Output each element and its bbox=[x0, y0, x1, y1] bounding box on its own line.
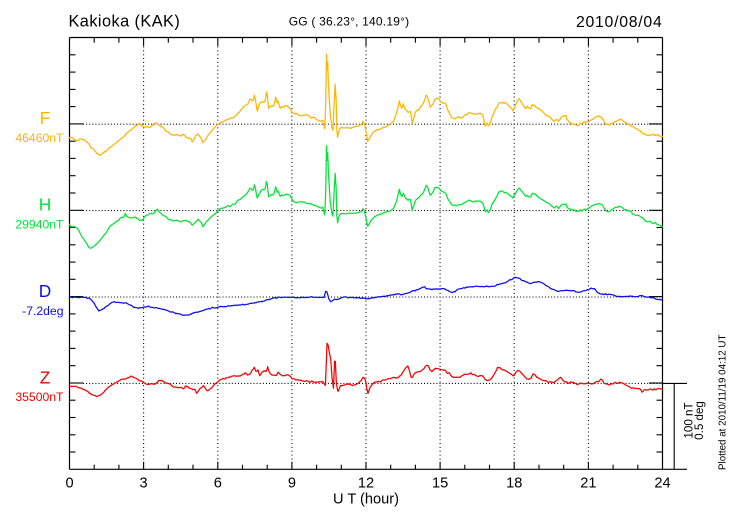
svg-text:2010/08/04: 2010/08/04 bbox=[576, 14, 663, 31]
svg-text:24: 24 bbox=[654, 476, 670, 492]
svg-text:12: 12 bbox=[358, 476, 374, 492]
svg-text:21: 21 bbox=[580, 476, 596, 492]
svg-text:0: 0 bbox=[65, 476, 73, 492]
svg-text:D: D bbox=[39, 281, 51, 301]
svg-text:0.5 deg: 0.5 deg bbox=[693, 401, 706, 440]
svg-text:29940nT: 29940nT bbox=[15, 217, 64, 231]
svg-text:GG ( 36.23°, 140.19°): GG ( 36.23°, 140.19°) bbox=[289, 15, 410, 29]
svg-text:18: 18 bbox=[506, 476, 522, 492]
svg-text:U T (hour): U T (hour) bbox=[333, 492, 399, 508]
svg-text:Kakioka (KAK): Kakioka (KAK) bbox=[69, 13, 181, 31]
svg-text:F: F bbox=[40, 108, 51, 128]
svg-text:100 nT: 100 nT bbox=[682, 402, 695, 438]
svg-text:46460nT: 46460nT bbox=[15, 131, 64, 145]
svg-text:6: 6 bbox=[214, 476, 222, 492]
svg-text:Z: Z bbox=[40, 367, 51, 387]
svg-text:15: 15 bbox=[432, 476, 448, 492]
svg-text:3: 3 bbox=[140, 476, 148, 492]
svg-text:H: H bbox=[39, 195, 51, 215]
svg-text:Plotted at 2010/11/19 04:12 UT: Plotted at 2010/11/19 04:12 UT bbox=[718, 335, 729, 470]
svg-text:9: 9 bbox=[288, 476, 296, 492]
svg-text:35500nT: 35500nT bbox=[15, 390, 64, 404]
svg-text:-7.2deg: -7.2deg bbox=[22, 304, 63, 318]
